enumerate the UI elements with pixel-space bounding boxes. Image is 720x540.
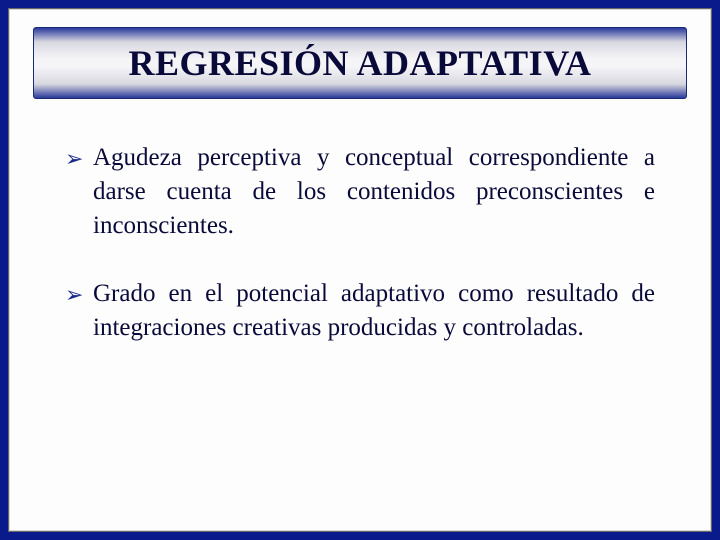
chevron-right-icon: ➢: [65, 141, 93, 243]
chevron-right-icon: ➢: [65, 277, 93, 345]
slide-frame: REGRESIÓN ADAPTATIVA ➢ Agudeza perceptiv…: [0, 0, 720, 540]
slide-title: REGRESIÓN ADAPTATIVA: [128, 42, 591, 84]
slide-panel: REGRESIÓN ADAPTATIVA ➢ Agudeza perceptiv…: [8, 8, 712, 532]
title-bar: REGRESIÓN ADAPTATIVA: [33, 27, 687, 99]
bullet-item: ➢ Grado en el potencial adaptativo como …: [65, 277, 655, 345]
bullet-text: Grado en el potencial adaptativo como re…: [93, 277, 655, 345]
bullet-item: ➢ Agudeza perceptiva y conceptual corres…: [65, 141, 655, 243]
slide-content: ➢ Agudeza perceptiva y conceptual corres…: [9, 99, 711, 345]
bullet-text: Agudeza perceptiva y conceptual correspo…: [93, 141, 655, 243]
